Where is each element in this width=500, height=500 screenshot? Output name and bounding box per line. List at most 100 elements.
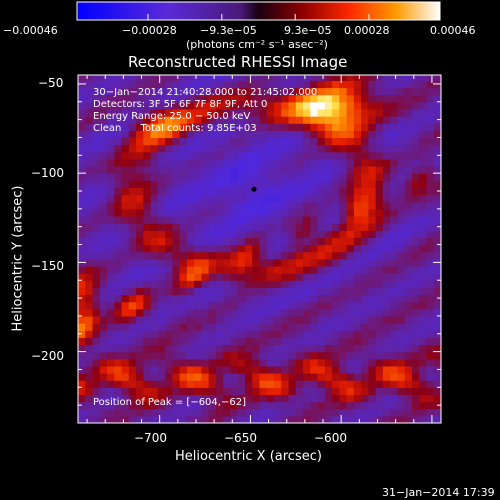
heatmap-cell [194,244,203,253]
heatmap-cell [274,365,282,374]
heatmap-cell [172,130,181,139]
heatmap-cell [107,158,115,167]
heatmap-cell [324,166,333,174]
heatmap-cell [288,323,297,331]
heatmap-cell [281,401,290,410]
heatmap-cell [92,194,101,203]
heatmap-cell [143,394,152,403]
heatmap-cell [339,387,348,396]
heatmap-cell [375,94,384,103]
heatmap-cell [252,294,261,303]
heatmap-cell [303,244,311,253]
heatmap-cell [368,394,377,403]
heatmap-cell [172,173,181,181]
heatmap-cell [186,158,195,167]
heatmap-cell [99,280,108,288]
heatmap-cell [281,180,290,189]
heatmap-cell [157,101,166,110]
heatmap-cell [172,408,181,417]
heatmap-cell [324,137,333,146]
heatmap-cell [375,351,384,360]
heatmap-cell [237,237,246,246]
heatmap-cell [230,123,239,131]
heatmap-cell [404,75,413,81]
heatmap-cell [165,258,173,267]
heatmap-cell [433,75,441,81]
heatmap-cell [382,108,391,117]
heatmap-cell [353,158,362,167]
heatmap-cell [390,287,399,296]
heatmap-cell [121,244,130,253]
heatmap-cell [346,130,355,139]
heatmap-cell [266,401,275,410]
heatmap-cell [215,373,224,381]
heatmap-cell [78,173,86,181]
heatmap-cell [179,323,188,331]
heatmap-cell [150,315,159,324]
heatmap-cell [361,166,369,174]
heatmap-cell [107,87,115,96]
heatmap-cell [78,230,86,238]
heatmap-cell [114,415,123,423]
heatmap-cell [353,208,362,217]
heatmap-cell [324,330,333,338]
heatmap-cell [92,358,101,367]
heatmap-cell [303,75,311,81]
heatmap-cell [353,166,362,174]
heatmap-cell [78,130,86,139]
heatmap-cell [114,158,123,167]
heatmap-cell [346,280,355,288]
heatmap-cell [237,408,246,417]
heatmap-cell [165,94,173,103]
heatmap-cell [143,315,152,324]
heatmap-cell [252,244,261,253]
heatmap-cell [288,330,297,338]
heatmap-cell [208,116,217,124]
heatmap-cell [107,273,115,281]
heatmap-cell [186,223,195,231]
heatmap-cell [411,194,420,203]
heatmap-cell [266,94,275,103]
heatmap-cell [121,337,130,346]
heatmap-cell [92,330,101,338]
heatmap-cell [368,408,377,417]
heatmap-cell [186,144,195,153]
heatmap-cell [375,244,384,253]
heatmap-cell [172,301,181,310]
heatmap-cell [390,265,399,274]
heatmap-cell [274,158,282,167]
heatmap-cell [288,130,297,139]
heatmap-cell [237,323,246,331]
heatmap-cell [179,394,188,403]
heatmap-cell [361,137,369,146]
heatmap-cell [324,415,333,423]
heatmap-cell [324,87,333,96]
heatmap-cell [186,166,195,174]
heatmap-cell [107,144,115,153]
heatmap-cell [128,194,137,203]
heatmap-cell [310,394,319,403]
heatmap-cell [303,373,311,381]
heatmap-cell [397,94,406,103]
heatmap-cell [295,123,304,131]
heatmap-cell [404,251,413,260]
x-tick-label: −650 [224,431,257,445]
heatmap-cell [266,258,275,267]
heatmap-cell [136,166,144,174]
heatmap-cell [194,130,203,139]
heatmap-cell [179,215,188,224]
heatmap-cell [317,344,326,353]
heatmap-cell [426,116,435,124]
heatmap-cell [303,394,311,403]
heatmap-cell [426,258,435,267]
heatmap-cell [78,137,86,146]
heatmap-cell [339,244,348,253]
heatmap-cell [404,401,413,410]
heatmap-cell [281,208,290,217]
heatmap-cell [303,201,311,210]
heatmap-cell [419,323,428,331]
heatmap-cell [194,323,203,331]
heatmap-cell [85,265,94,274]
heatmap-cell [288,280,297,288]
